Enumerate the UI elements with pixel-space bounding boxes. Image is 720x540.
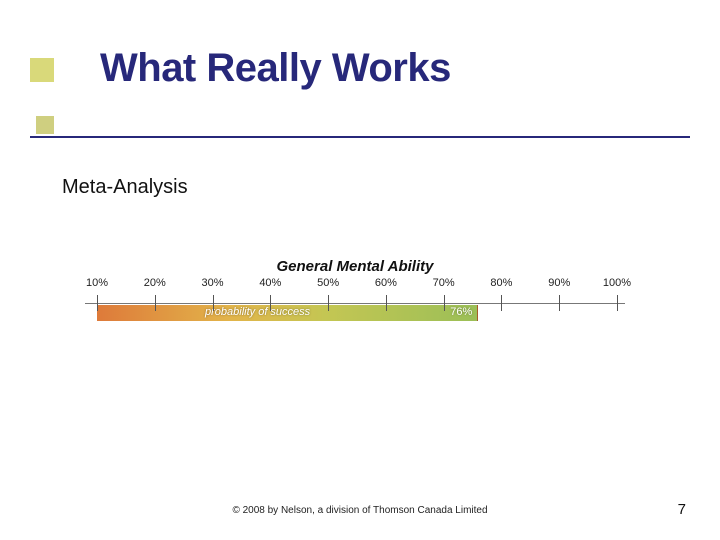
axis-tick — [213, 295, 214, 311]
page-number: 7 — [678, 501, 686, 518]
slide: What Really Works Meta-Analysis General … — [0, 0, 720, 540]
axis-tick — [559, 295, 560, 311]
axis-tick-label: 30% — [202, 277, 224, 289]
axis-tick — [328, 295, 329, 311]
title-underline — [30, 136, 690, 138]
chart-bar-label: probability of success — [205, 306, 310, 318]
title-bullet-icon — [30, 58, 54, 82]
axis-tick — [386, 295, 387, 311]
axis-tick — [617, 295, 618, 311]
axis-tick-label: 90% — [548, 277, 570, 289]
footer-copyright: © 2008 by Nelson, a division of Thomson … — [0, 505, 720, 516]
axis-tick — [270, 295, 271, 311]
chart-bar-value: 76% — [450, 306, 478, 318]
axis-tick-label: 40% — [259, 277, 281, 289]
axis-tick-label: 20% — [144, 277, 166, 289]
axis-tick — [444, 295, 445, 311]
axis-tick-label: 70% — [433, 277, 455, 289]
axis-tick-label: 10% — [86, 277, 108, 289]
axis-tick-label: 80% — [490, 277, 512, 289]
axis-tick — [155, 295, 156, 311]
subtitle: Meta-Analysis — [62, 176, 188, 199]
axis-baseline — [85, 303, 625, 304]
axis-tick — [501, 295, 502, 311]
title-bullet-icon — [36, 116, 54, 134]
page-title: What Really Works — [100, 46, 451, 91]
axis-tick-label: 100% — [603, 277, 631, 289]
chart-axis: probability of success 76% 10%20%30%40%5… — [85, 281, 625, 337]
axis-tick-label: 50% — [317, 277, 339, 289]
axis-tick — [97, 295, 98, 311]
chart-title: General Mental Ability — [85, 258, 625, 275]
title-block: What Really Works — [30, 46, 690, 144]
axis-tick-label: 60% — [375, 277, 397, 289]
chart: General Mental Ability probability of su… — [85, 258, 625, 337]
